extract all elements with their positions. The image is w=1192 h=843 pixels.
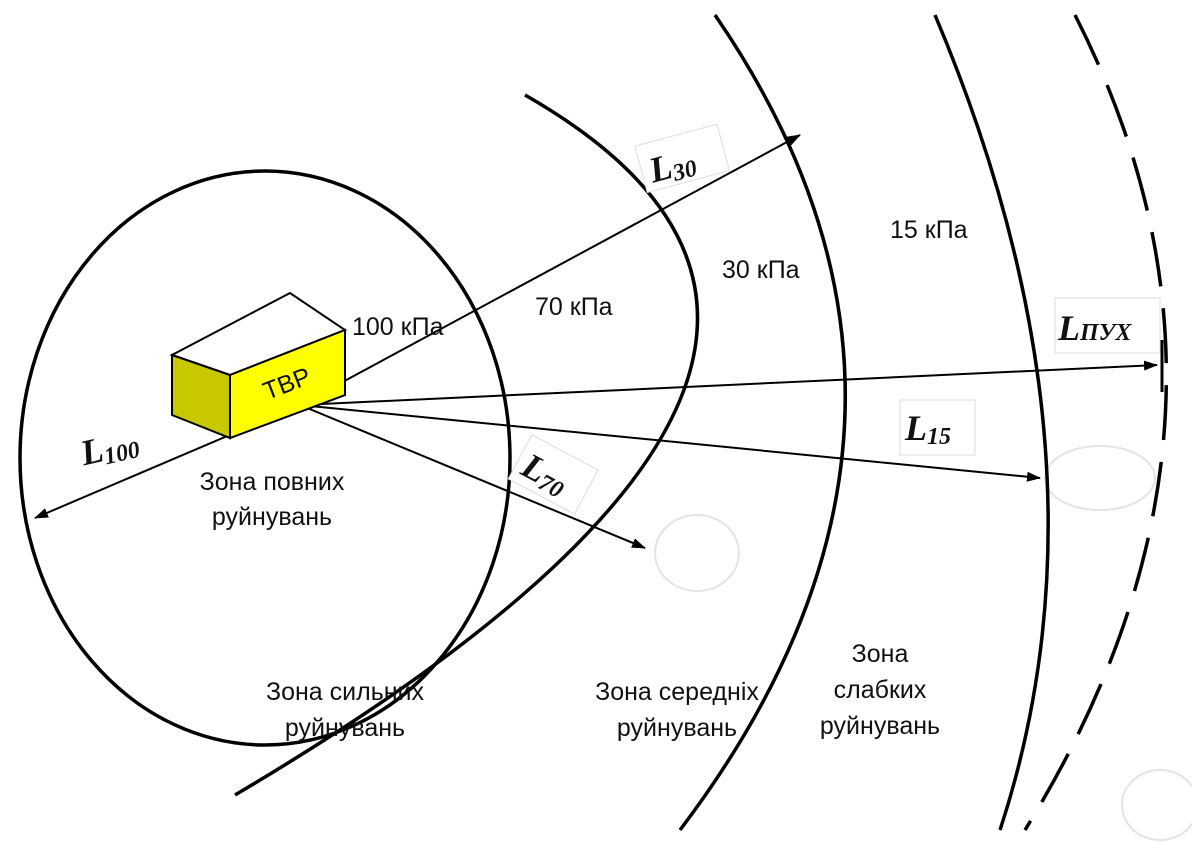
pressure-label: 70 кПа (535, 293, 613, 321)
svg-text:LПУХ: LПУХ (1057, 308, 1132, 348)
ring-70 (234, 93, 700, 797)
distance-label: L15 (899, 399, 976, 456)
blob (654, 514, 740, 592)
zone-label: Зона середніх руйнувань (595, 678, 759, 742)
blob (1044, 445, 1156, 511)
ring-30 (678, 14, 847, 832)
symbol: L (1057, 308, 1080, 348)
arrow-l30 (299, 134, 801, 406)
ring-safe (1023, 14, 1169, 831)
svg-text:L15: L15 (904, 408, 951, 450)
subscript: ПУХ (1079, 320, 1132, 346)
box-front (229, 328, 346, 440)
zone-label: Зона повних руйнувань (200, 468, 345, 531)
zone-label: Зона слабких руйнувань (820, 640, 940, 740)
distance-label: L30 (634, 123, 731, 194)
pressure-label: 30 кПа (722, 256, 800, 284)
symbol: L (904, 408, 927, 448)
distance-label: LПУХ (1054, 297, 1161, 354)
pressure-label: 15 кПа (890, 216, 968, 244)
subscript: 100 (102, 437, 143, 470)
blob (1121, 769, 1192, 841)
subscript: 15 (927, 424, 951, 450)
ring-15 (933, 14, 1050, 831)
arrow-lpux (299, 360, 1158, 406)
ring-100 (18, 169, 512, 747)
pressure-label: 100 кПа (352, 313, 444, 341)
arrow-l70 (299, 404, 646, 549)
svg-text:L100: L100 (76, 421, 143, 475)
distance-label: L100 (76, 421, 143, 475)
distance-label: L70 (507, 434, 599, 515)
zone-label: Зона сильних руйнувань (266, 678, 425, 742)
arrow-l15 (299, 404, 1041, 482)
